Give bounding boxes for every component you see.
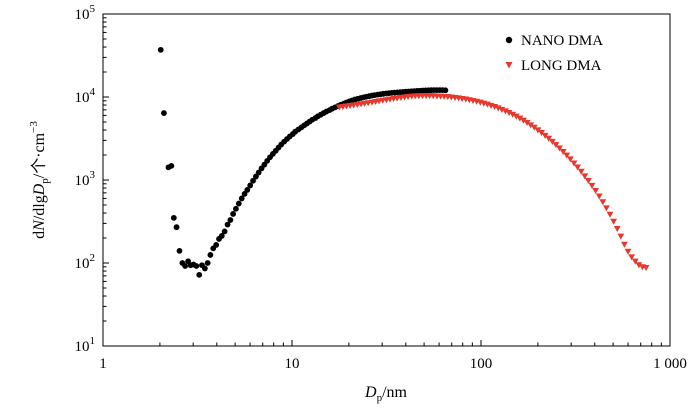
point-long-dma (595, 193, 603, 200)
point-long-dma (588, 182, 596, 189)
point-long-dma (523, 119, 531, 126)
point-nano-dma (213, 242, 220, 248)
point-nano-dma (230, 211, 237, 217)
point-long-dma (610, 218, 618, 225)
point-long-dma (624, 248, 632, 255)
point-long-dma (520, 117, 527, 124)
point-nano-dma (442, 87, 449, 94)
point-long-dma (617, 233, 625, 240)
x-tick-label: 1 (99, 356, 107, 372)
point-nano-dma (233, 205, 239, 212)
point-long-dma (545, 135, 553, 142)
point-long-dma (635, 262, 643, 269)
point-long-dma (566, 156, 574, 163)
point-long-dma (559, 148, 567, 155)
point-nano-dma (255, 169, 262, 176)
point-nano-dma (207, 252, 214, 258)
point-long-dma (584, 177, 592, 184)
point-long-dma (512, 113, 520, 120)
point-nano-dma (170, 214, 177, 221)
point-long-dma (505, 110, 513, 117)
point-nano-dma (247, 182, 254, 189)
point-long-dma (570, 160, 578, 167)
y-axis-title: dN/dlgDp/个·cm−3 (28, 121, 51, 239)
point-long-dma (556, 145, 563, 152)
point-nano-dma (235, 200, 242, 207)
legend: NANO DMA LONG DMA (505, 33, 603, 74)
point-nano-dma (244, 186, 251, 193)
x-tick-label: 100 (470, 356, 493, 372)
point-long-dma (563, 152, 571, 159)
point-long-dma (530, 124, 538, 131)
point-nano-dma (250, 177, 256, 184)
y-tick-label: 104 (75, 86, 96, 106)
point-nano-dma (173, 224, 180, 231)
point-long-dma (502, 108, 509, 115)
y-tick-label: 105 (75, 3, 96, 23)
legend-label-nano-dma: NANO DMA (521, 33, 603, 49)
point-long-dma (613, 225, 621, 232)
point-long-dma (606, 211, 614, 218)
point-nano-dma (176, 247, 183, 254)
point-nano-dma (224, 221, 231, 228)
x-tick-label: 10 (285, 356, 300, 372)
point-nano-dma (238, 195, 245, 202)
data-points (157, 46, 650, 278)
point-long-dma (631, 258, 639, 265)
point-long-dma (621, 241, 628, 248)
point-long-dma (538, 130, 545, 137)
point-long-dma (574, 164, 581, 171)
point-long-dma (581, 173, 589, 180)
point-long-dma (642, 265, 650, 272)
axis-ticks (102, 13, 671, 347)
point-nano-dma (204, 260, 211, 266)
x-tick-label: 1 000 (653, 356, 687, 372)
x-axis-title: Dp/nm (364, 384, 408, 404)
point-nano-dma (160, 110, 167, 116)
tick-labels: 1 10 100 1 000 101 102 103 104 105 (75, 3, 687, 372)
point-long-dma (541, 132, 549, 139)
point-long-dma (552, 142, 560, 149)
point-long-dma (603, 205, 610, 212)
point-long-dma (628, 254, 636, 261)
point-nano-dma (227, 217, 234, 223)
point-nano-dma (168, 162, 175, 169)
point-nano-dma (157, 46, 164, 53)
legend-marker-long-dma (505, 62, 513, 69)
point-long-dma (534, 127, 542, 134)
point-long-dma (498, 106, 506, 113)
point-nano-dma (182, 263, 189, 269)
point-long-dma (577, 168, 585, 175)
point-nano-dma (193, 263, 200, 269)
y-tick-label: 103 (75, 169, 96, 189)
y-tick-label: 102 (75, 252, 96, 272)
point-long-dma (599, 199, 607, 206)
legend-label-long-dma: LONG DMA (521, 58, 602, 74)
y-tick-label: 101 (75, 335, 96, 355)
point-long-dma (516, 115, 524, 122)
point-long-dma (527, 122, 535, 129)
point-long-dma (548, 138, 556, 145)
point-nano-dma (201, 265, 208, 272)
point-long-dma (509, 111, 517, 118)
point-nano-dma (196, 271, 203, 278)
point-nano-dma (218, 233, 225, 239)
point-long-dma (592, 188, 600, 195)
legend-marker-nano-dma (505, 36, 513, 44)
point-nano-dma (221, 228, 228, 235)
